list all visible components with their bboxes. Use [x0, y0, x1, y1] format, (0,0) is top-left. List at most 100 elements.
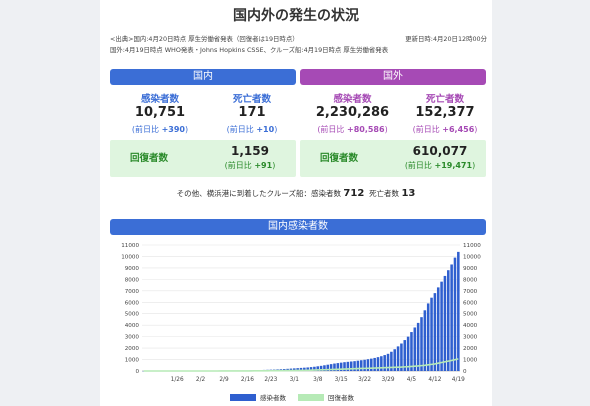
- cruise-deaths: 13: [401, 188, 416, 199]
- overseas-deaths-label: 死亡者数: [425, 94, 464, 105]
- bar: [453, 257, 457, 371]
- domestic-infected-diff: (前日比 +390): [131, 125, 189, 134]
- status-card: 国内外の発生の状況 <出典>国内:4月20日時点 厚生労働省発表（回復者は19日…: [100, 0, 492, 406]
- bar: [309, 367, 313, 371]
- bar: [380, 356, 383, 371]
- bar: [359, 360, 363, 371]
- bar: [356, 360, 360, 371]
- y-tick-label-right: 8000: [463, 277, 478, 283]
- bar: [373, 357, 376, 371]
- x-tick-label: 3/22: [358, 377, 371, 383]
- bar: [293, 368, 296, 371]
- bar: [433, 293, 437, 371]
- y-tick-label-right: 6000: [463, 300, 478, 306]
- y-tick-label-left: 8000: [125, 277, 140, 283]
- bar: [383, 355, 386, 371]
- overseas-recovered-diff: (前日比 +19,471): [404, 161, 476, 170]
- x-tick-label: 4/19: [452, 377, 465, 383]
- y-tick-label-right: 2000: [463, 346, 478, 352]
- bar: [333, 363, 336, 371]
- overseas-infected-value: 2,230,286: [315, 105, 390, 120]
- bar: [353, 361, 356, 371]
- bar: [400, 343, 403, 371]
- x-tick-label: 2/9: [219, 377, 229, 383]
- y-tick-label-left: 3000: [125, 335, 140, 341]
- bar: [299, 367, 303, 371]
- y-tick-label-left: 4000: [125, 323, 140, 329]
- y-tick-label-left: 11000: [121, 243, 139, 249]
- y-tick-label-right: 11000: [463, 243, 481, 249]
- y-tick-label-left: 7000: [125, 289, 140, 295]
- bar: [343, 362, 346, 371]
- bar: [323, 365, 326, 371]
- y-tick-label-right: 7000: [463, 289, 478, 295]
- overseas-infected-label: 感染者数: [333, 94, 372, 105]
- bar: [390, 351, 393, 371]
- updated-time: 更新日時:4月20日12時00分: [405, 35, 487, 43]
- x-tick-label: 2/16: [241, 377, 254, 383]
- bar: [319, 365, 323, 371]
- legend-swatch-infected: [230, 394, 256, 401]
- chart-title: 国内感染者数: [110, 219, 486, 235]
- cruise-deaths-label: 死亡者数: [369, 189, 400, 198]
- bar: [306, 367, 309, 371]
- y-tick-label-left: 1000: [125, 358, 140, 364]
- domestic-infected-label: 感染者数: [140, 94, 179, 105]
- bar: [349, 361, 353, 371]
- y-tick-label-left: 2000: [125, 346, 140, 352]
- bar: [316, 366, 320, 371]
- bar: [403, 340, 407, 371]
- y-tick-label-right: 0: [463, 369, 467, 375]
- source-line-1: <出典>国内:4月20日時点 厚生労働省発表（回復者は19日時点）: [110, 35, 299, 43]
- x-tick-label: 3/29: [382, 377, 395, 383]
- overseas-recovered-value: 610,077: [412, 144, 468, 158]
- domestic-recovered-box: 回復者数 1,159 (前日比 +91): [110, 140, 296, 177]
- domestic-deaths-label: 死亡者数: [232, 94, 271, 105]
- bar: [363, 359, 366, 371]
- recovered-line: [143, 358, 459, 372]
- y-tick-label-left: 6000: [125, 300, 140, 306]
- cruise-infected: 712: [343, 188, 365, 199]
- y-tick-label-left: 5000: [125, 312, 140, 318]
- y-tick-label-left: 10000: [121, 254, 139, 260]
- overseas-deaths-value: 152,377: [415, 105, 475, 120]
- bar: [423, 310, 427, 371]
- bar: [436, 287, 440, 371]
- domestic-header: 国内: [110, 69, 296, 85]
- bar: [450, 264, 453, 371]
- bar: [457, 251, 460, 371]
- bar: [313, 366, 316, 371]
- bar: [420, 317, 423, 371]
- bar: [443, 275, 447, 371]
- bar: [386, 353, 390, 371]
- y-tick-label-left: 9000: [125, 266, 140, 272]
- bar: [366, 359, 370, 371]
- x-tick-label: 4/5: [407, 377, 417, 383]
- bar: [447, 270, 450, 371]
- bar: [416, 322, 420, 371]
- cruise-ship-line: その他、横浜港に到着したクルーズ船：感染者数 712 死亡者数 13: [100, 188, 492, 199]
- y-tick-label-left: 0: [135, 369, 139, 375]
- bar: [413, 327, 417, 371]
- x-tick-label: 3/15: [335, 377, 348, 383]
- bar: [430, 297, 433, 371]
- y-tick-label-right: 1000: [463, 358, 478, 364]
- bar: [410, 332, 413, 371]
- domestic-recovered-label: 回復者数: [130, 153, 169, 164]
- domestic-infected-chart: 0 1000 2000 3000 4000 5000 6000 7000 8000 9000 100…: [121, 243, 481, 402]
- bar: [303, 367, 306, 371]
- bar: [396, 346, 400, 371]
- bar: [406, 336, 410, 371]
- x-tick-label: 4/12: [428, 377, 441, 383]
- overseas-recovered-label: 回復者数: [320, 153, 359, 164]
- legend-label-infected: 感染者数: [260, 393, 287, 402]
- legend-label-recovered: 回復者数: [328, 393, 355, 402]
- page-title: 国内外の発生の状況: [233, 8, 359, 24]
- bar: [346, 361, 350, 371]
- cruise-text: その他、横浜港に到着したクルーズ船：感染者数: [176, 189, 342, 198]
- y-tick-label-right: 10000: [463, 254, 481, 260]
- x-tick-label: 2/2: [196, 377, 206, 383]
- overseas-deaths-diff: (前日比 +6,456): [412, 125, 478, 134]
- bar: [329, 364, 333, 371]
- bar: [440, 281, 443, 371]
